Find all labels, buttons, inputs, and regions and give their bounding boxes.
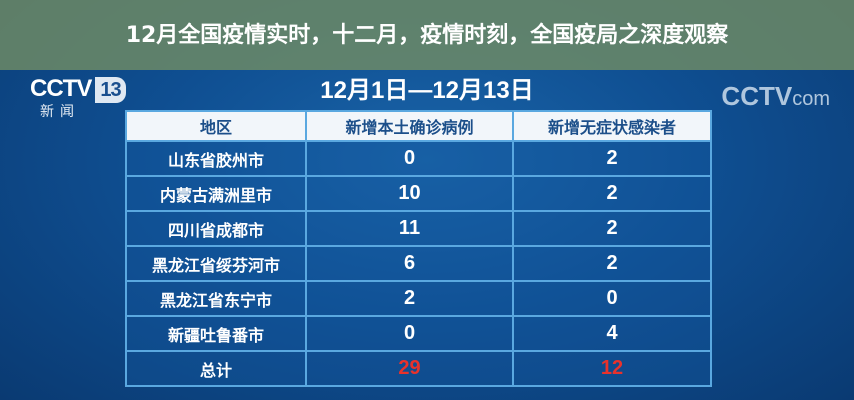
- cctv13-logo: CCTV 13: [30, 76, 126, 103]
- watermark-brand: CCTV: [721, 81, 793, 111]
- cell-asymptomatic: 2: [512, 175, 712, 212]
- header-confirmed: 新增本土确诊病例: [305, 110, 514, 142]
- cell-asymptomatic: 12: [512, 350, 712, 387]
- case-table: 地区 新增本土确诊病例 新增无症状感染者 山东省胶州市 0 2 内蒙古满洲里市 10 2 四…: [125, 110, 712, 387]
- header-region: 地区: [125, 110, 307, 142]
- cell-region: 山东省胶州市: [125, 140, 307, 177]
- cell-confirmed: 2: [305, 280, 514, 317]
- cell-region: 四川省成都市: [125, 210, 307, 247]
- logo-subtitle: 新闻: [40, 104, 80, 120]
- total-row: 总计 29 12: [125, 350, 712, 387]
- cell-confirmed: 11: [305, 210, 514, 247]
- header-asymptomatic: 新增无症状感染者: [512, 110, 712, 142]
- watermark-suffix: com: [792, 88, 830, 110]
- table-row: 四川省成都市 11 2: [125, 210, 712, 247]
- channel-number: 13: [95, 77, 126, 103]
- cell-asymptomatic: 2: [512, 210, 712, 247]
- logo-text: CCTV: [30, 75, 92, 102]
- title-overlay: 12月全国疫情实时，十二月，疫情时刻，全国疫局之深度观察: [0, 0, 854, 70]
- cell-asymptomatic: 4: [512, 315, 712, 352]
- cell-region: 黑龙江省东宁市: [125, 280, 307, 317]
- cell-region: 总计: [125, 350, 307, 387]
- cell-region: 新疆吐鲁番市: [125, 315, 307, 352]
- cell-region: 黑龙江省绥芬河市: [125, 245, 307, 282]
- cell-confirmed: 29: [305, 350, 514, 387]
- cell-asymptomatic: 2: [512, 140, 712, 177]
- table-row: 黑龙江省东宁市 2 0: [125, 280, 712, 317]
- cell-asymptomatic: 0: [512, 280, 712, 317]
- cell-region: 内蒙古满洲里市: [125, 175, 307, 212]
- table-row: 内蒙古满洲里市 10 2: [125, 175, 712, 212]
- cell-asymptomatic: 2: [512, 245, 712, 282]
- cctv-watermark: CCTVcom: [721, 82, 830, 113]
- table-row: 新疆吐鲁番市 0 4: [125, 315, 712, 352]
- cell-confirmed: 6: [305, 245, 514, 282]
- date-range: 12月1日—12月13日: [320, 77, 534, 104]
- cell-confirmed: 0: [305, 140, 514, 177]
- table-row: 山东省胶州市 0 2: [125, 140, 712, 177]
- table-row: 黑龙江省绥芬河市 6 2: [125, 245, 712, 282]
- article-title[interactable]: 12月全国疫情实时，十二月，疫情时刻，全国疫局之深度观察: [125, 22, 729, 48]
- cell-confirmed: 10: [305, 175, 514, 212]
- cell-confirmed: 0: [305, 315, 514, 352]
